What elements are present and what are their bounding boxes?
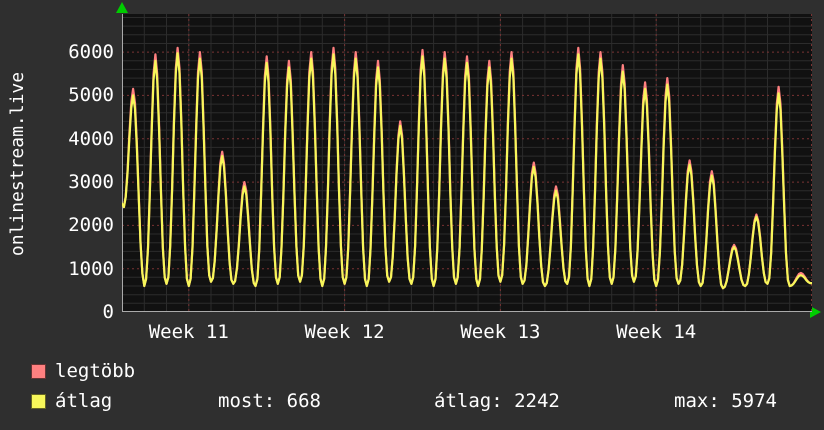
stat-max: max: 5974: [674, 390, 777, 412]
stat-most-value: 668: [286, 390, 321, 412]
legend-label-atlag: átlag: [55, 390, 113, 412]
x-tick-label: Week 11: [148, 321, 229, 343]
y-tick-label: 0: [102, 301, 114, 323]
stat-atlag: átlag: 2242: [434, 390, 560, 412]
stat-most: most: 668: [218, 390, 321, 412]
stat-max-label: max:: [674, 390, 720, 412]
y-tick-label: 6000: [68, 41, 114, 64]
legend-item-legtobb: legtöbb: [31, 360, 135, 382]
stat-max-value: 5974: [731, 390, 777, 412]
x-axis-arrow-icon: [810, 306, 821, 318]
series-line-átlag: [122, 52, 812, 290]
legend-item-atlag: átlag: [31, 390, 112, 412]
legend-swatch-legtobb: [31, 363, 46, 379]
y-tick-label: 1000: [68, 257, 114, 280]
grid-major: [122, 14, 812, 312]
chart-plot-area: [122, 14, 812, 312]
stat-atlag-label: átlag:: [434, 390, 503, 412]
y-tick-label: 5000: [68, 84, 114, 107]
legend-swatch-atlag: [31, 393, 46, 409]
y-axis-arrow-icon: [116, 2, 128, 13]
legend-label-legtobb: legtöbb: [55, 360, 136, 382]
x-tick-label: Week 13: [460, 321, 541, 343]
x-tick-label: Week 14: [616, 321, 697, 343]
stat-most-label: most:: [218, 390, 276, 412]
y-tick-label: 4000: [68, 127, 114, 150]
x-tick-label: Week 12: [304, 321, 385, 343]
y-tick-label: 3000: [68, 171, 114, 194]
y-tick-label: 2000: [68, 214, 114, 237]
grid-minor: [122, 14, 812, 312]
stat-atlag-value: 2242: [514, 390, 560, 412]
